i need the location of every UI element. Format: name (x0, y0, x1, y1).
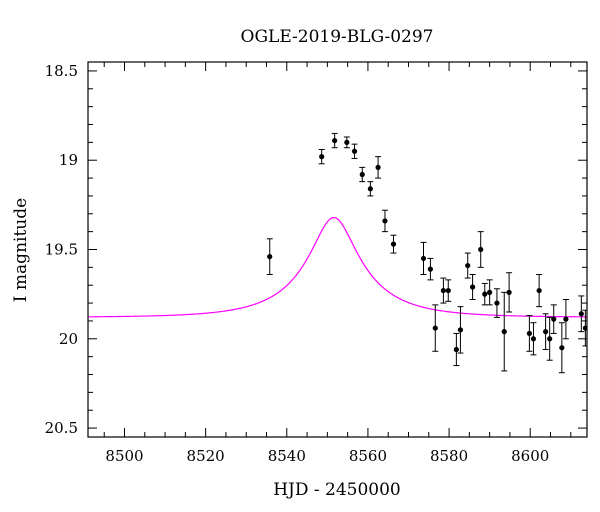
data-marker (530, 336, 537, 342)
data-marker (559, 345, 565, 351)
data-marker (469, 284, 476, 290)
data-marker (344, 139, 350, 145)
x-tick-label: 8600 (511, 447, 549, 465)
data-point (562, 299, 569, 340)
data-point (440, 277, 447, 304)
data-marker (487, 289, 493, 295)
data-marker (582, 325, 587, 331)
tick-labels: 8500 8520 8540 8560 8580 8600 18.5 19 19.5 20 20.5 (45, 62, 550, 465)
data-point (506, 272, 513, 313)
data-point (390, 234, 397, 254)
plot-frame (87, 61, 588, 438)
data-point (266, 238, 273, 275)
data-point (542, 313, 549, 350)
data-point (318, 149, 325, 165)
data-point (477, 231, 484, 268)
chart-title: OGLE-2019-BLG-0297 (241, 27, 434, 47)
data-point (501, 291, 508, 372)
y-tick-label: 19.5 (45, 241, 78, 259)
data-marker (332, 137, 338, 144)
data-point (536, 274, 543, 308)
x-axis-label: HJD - 2450000 (273, 480, 401, 500)
data-marker (563, 316, 569, 322)
data-marker (465, 262, 471, 269)
x-tick-label: 8520 (187, 447, 225, 465)
data-point (486, 279, 493, 306)
data-point (493, 288, 500, 318)
data-point (481, 282, 488, 306)
data-marker (445, 287, 451, 294)
data-point (469, 274, 476, 300)
data-point (578, 295, 585, 333)
y-tick-label: 20.5 (45, 419, 78, 437)
y-tick-label: 20 (59, 330, 78, 348)
data-marker (543, 329, 549, 335)
data-marker (501, 329, 507, 335)
data-marker (506, 289, 512, 295)
data-point (420, 241, 427, 275)
data-point (582, 309, 587, 347)
data-point (427, 257, 434, 281)
data-point (343, 136, 350, 149)
data-marker (482, 291, 488, 297)
x-tick-label: 8500 (105, 447, 143, 465)
data-marker (375, 164, 381, 170)
data-marker (536, 287, 542, 294)
data-marker (453, 346, 459, 353)
x-tick-label: 8540 (268, 447, 306, 465)
data-point (445, 279, 452, 302)
data-marker (267, 254, 273, 260)
data-point (558, 322, 565, 374)
data-marker (351, 148, 358, 154)
data-marker (551, 316, 557, 322)
data-point (464, 252, 471, 279)
data-point (526, 315, 533, 352)
y-tick-label: 18.5 (45, 62, 78, 80)
model-curve-layer (88, 216, 587, 318)
data-marker (427, 266, 434, 272)
data-marker (420, 255, 427, 262)
data-point (381, 209, 388, 233)
data-point (457, 306, 464, 354)
y-axis-label: I magnitude (11, 198, 31, 302)
model-curve (88, 216, 587, 318)
data-point (375, 156, 382, 179)
data-point (331, 132, 338, 149)
x-tick-label: 8580 (430, 447, 468, 465)
data-marker (440, 287, 446, 294)
data-point (359, 166, 366, 183)
x-tick-label: 8560 (349, 447, 387, 465)
data-points-layer (266, 132, 587, 374)
data-marker (390, 241, 397, 247)
data-point (367, 181, 374, 197)
data-marker (526, 330, 532, 337)
data-point (453, 332, 460, 367)
data-marker (367, 186, 373, 192)
data-point (546, 316, 553, 361)
data-point (351, 143, 358, 159)
data-marker (547, 336, 553, 342)
y-tick-label: 19 (59, 151, 78, 169)
data-marker (319, 154, 325, 160)
data-marker (494, 300, 500, 306)
data-point (530, 322, 537, 356)
data-marker (359, 171, 365, 178)
data-marker (457, 327, 464, 333)
data-marker (432, 325, 438, 331)
data-point (432, 304, 439, 352)
data-point (550, 304, 557, 334)
data-marker (382, 218, 388, 224)
data-marker (578, 311, 584, 317)
data-marker (478, 246, 484, 253)
axis-ticks (88, 62, 587, 437)
